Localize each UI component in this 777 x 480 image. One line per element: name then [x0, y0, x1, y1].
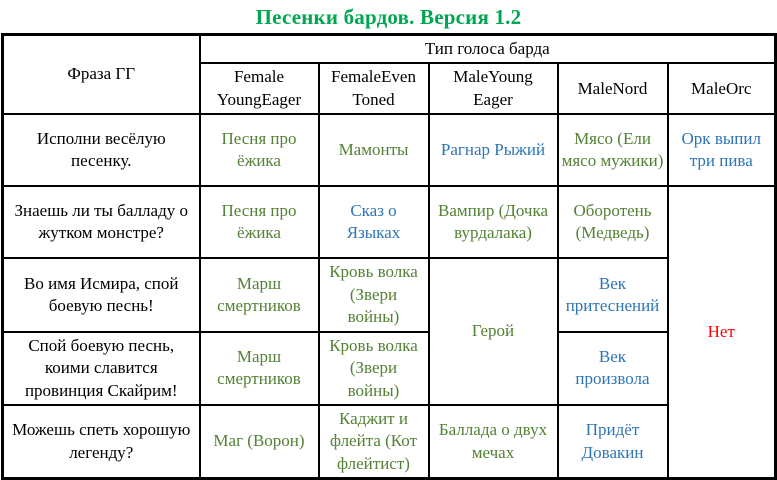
song-cell: Век произвола	[556, 330, 669, 406]
corner-header-phrase: Фраза ГГ	[1, 33, 201, 116]
song-cell: Каджит и флейта (Кот флейтист)	[317, 403, 430, 480]
table-header-group-row: Фраза ГГ Тип голоса барда	[1, 33, 777, 116]
song-cell-merged-no: Нет	[666, 185, 777, 480]
song-cell: Сказ о Языках	[317, 185, 430, 260]
song-cell: Оборотень (Медведь)	[556, 185, 669, 260]
song-cell: Вампир (Дочка вурдалака)	[427, 185, 559, 260]
table-row-battle-song-skyrim: Спой боевую песнь, коими славится провин…	[1, 330, 776, 406]
song-cell: Кровь волка (Звери войны)	[317, 257, 430, 333]
song-cell: Мясо (Ели мясо мужики)	[556, 113, 669, 188]
song-cell-merged-hero: Герой	[427, 257, 559, 406]
group-header-voice-type: Тип голоса барда	[198, 33, 777, 65]
table-row-ballad-of-monster: Знаешь ли ты балладу о жутком монстре? П…	[1, 185, 777, 480]
song-cell: Кровь волка (Звери войны)	[317, 330, 430, 406]
phrase-cell: Знаешь ли ты балладу о жутком монстре?	[1, 185, 201, 260]
phrase-cell: Спой боевую песнь, коими славится провин…	[1, 330, 201, 406]
song-cell: Придёт Довакин	[556, 403, 669, 480]
col-header-female-young-eager: Female YoungEager	[198, 62, 320, 116]
song-cell: Баллада о двух мечах	[427, 403, 559, 480]
phrase-cell: Во имя Исмира, спой боевую песнь!	[1, 257, 201, 333]
table-row-sing-merry-song: Исполни весёлую песенку. Песня про ёжика…	[1, 113, 777, 188]
song-cell: Век притеснений	[556, 257, 669, 333]
song-cell: Марш смертников	[198, 257, 320, 333]
bard-songs-table: Фраза ГГ Тип голоса барда Female YoungEa…	[1, 33, 777, 480]
song-cell: Маг (Ворон)	[198, 403, 320, 480]
table-row-good-legend: Можешь спеть хорошую легенду? Маг (Ворон…	[1, 403, 776, 480]
col-header-male-young-eager: MaleYoung Eager	[427, 62, 559, 116]
page-title: Песенки бардов. Версия 1.2	[255, 5, 522, 29]
song-cell: Рагнар Рыжий	[427, 113, 559, 188]
song-cell: Орк выпил три пива	[666, 113, 777, 188]
song-cell: Песня про ёжика	[198, 113, 320, 188]
song-cell: Песня про ёжика	[198, 185, 320, 260]
song-cell: Марш смертников	[198, 330, 320, 406]
col-header-male-nord: MaleNord	[556, 62, 669, 116]
phrase-cell: Исполни весёлую песенку.	[1, 113, 201, 188]
col-header-male-orc: MaleOrc	[666, 62, 777, 116]
phrase-cell: Можешь спеть хорошую легенду?	[1, 403, 201, 480]
table-row-battle-song-ysmir: Во имя Исмира, спой боевую песнь! Марш с…	[1, 257, 776, 406]
table-header-columns-row: Female YoungEager FemaleEven Toned MaleY…	[3, 62, 777, 116]
song-cell: Мамонты	[317, 113, 430, 188]
col-header-female-even-toned: FemaleEven Toned	[317, 62, 430, 116]
